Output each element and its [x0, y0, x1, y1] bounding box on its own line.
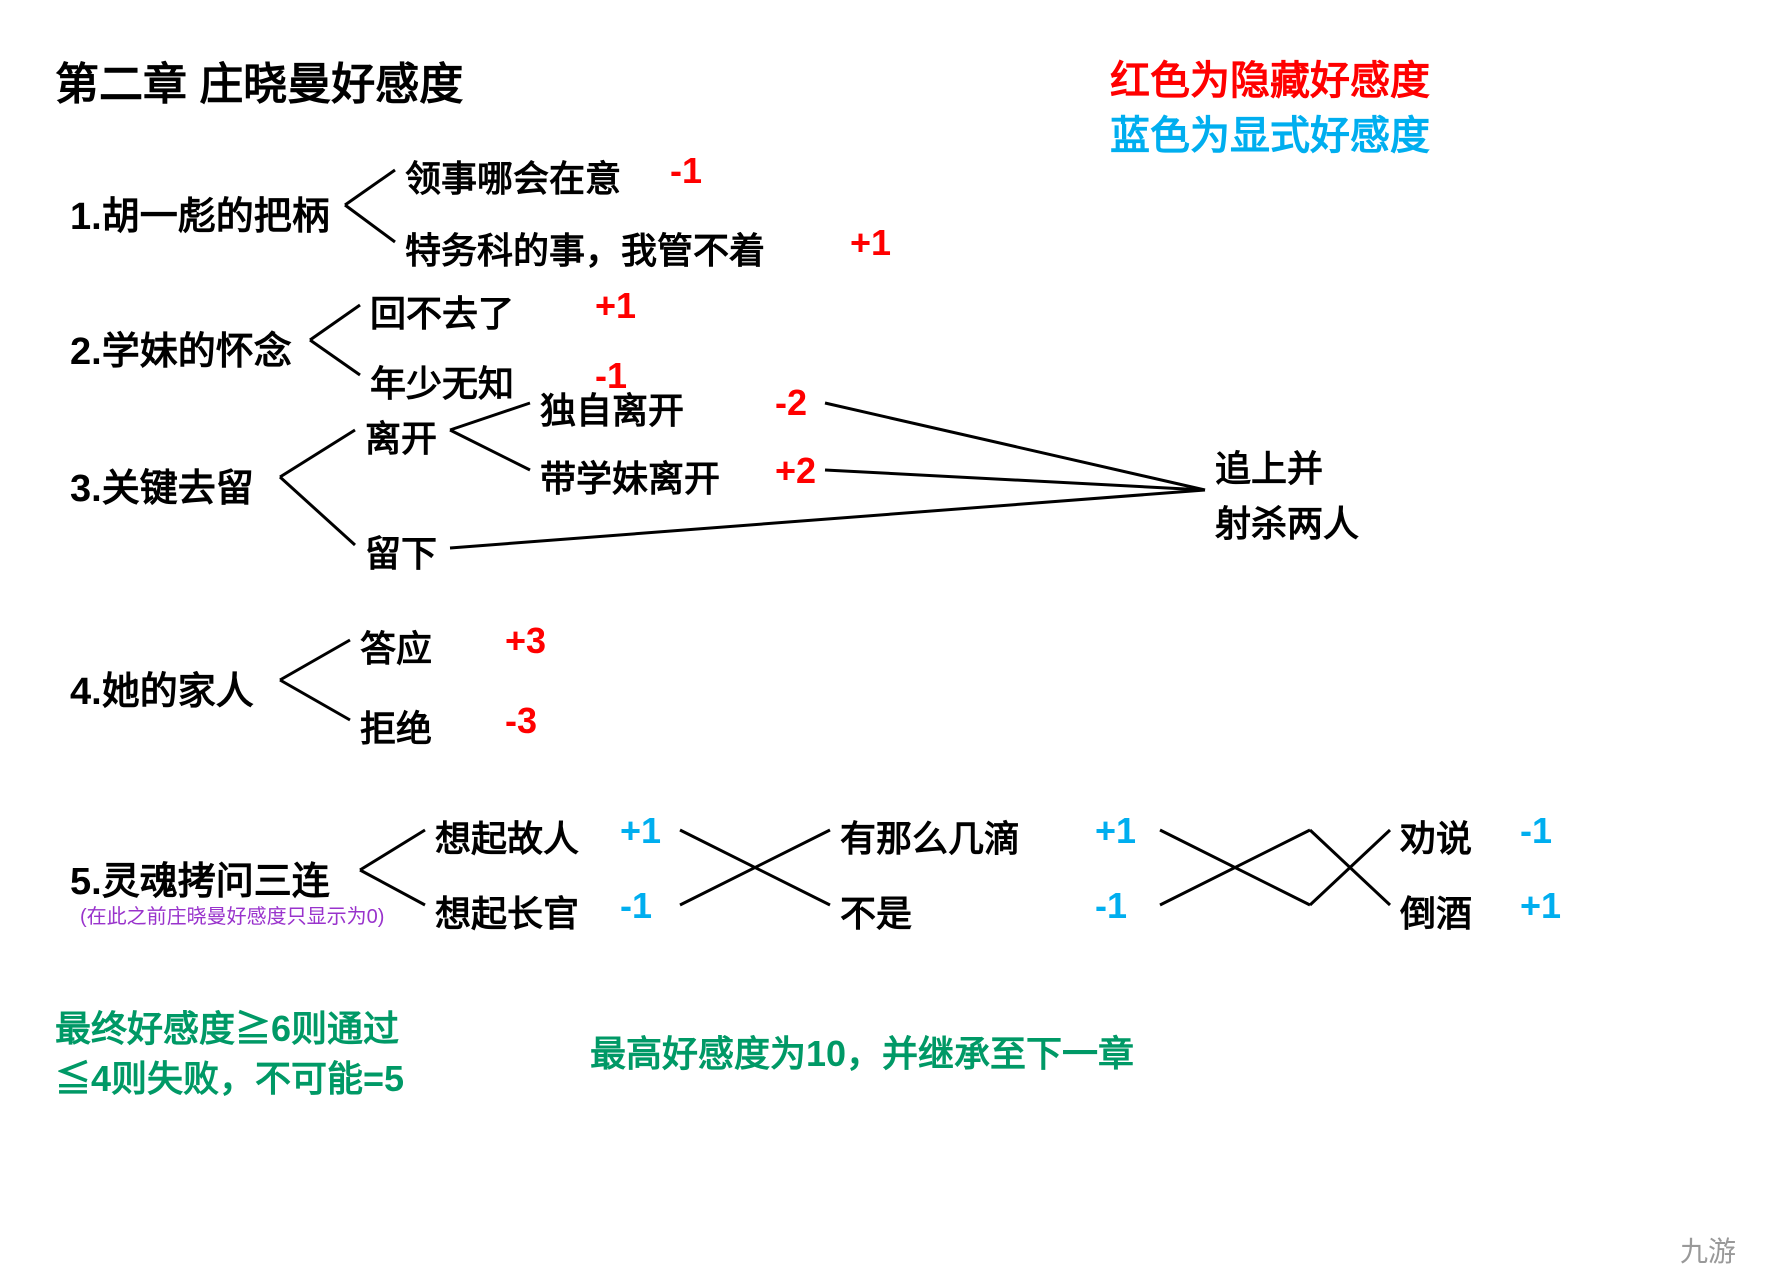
footer-left-2: ≦4则失败，不可能=5 — [55, 1050, 404, 1102]
q5-s1-opt1: 想起故人 — [435, 810, 579, 862]
legend-explicit: 蓝色为显式好感度 — [1110, 103, 1430, 161]
watermark: 九游 — [1680, 1230, 1736, 1270]
q1-opt2-val: +1 — [850, 222, 891, 264]
q1-opt1-val: -1 — [670, 150, 702, 192]
q5-s1-opt1-val: +1 — [620, 810, 661, 852]
page-title: 第二章 庄晓曼好感度 — [55, 48, 463, 112]
q5-s2-opt1: 有那么几滴 — [840, 810, 1020, 862]
q4-opt1-val: +3 — [505, 620, 546, 662]
q5-s3-opt1: 劝说 — [1400, 810, 1472, 862]
q1-opt1: 领事哪会在意 — [405, 150, 621, 202]
q3-sub1-val: -2 — [775, 382, 807, 424]
q3-outcome-l2: 射杀两人 — [1215, 495, 1359, 547]
q3-sub2: 带学妹离开 — [540, 450, 720, 502]
q4-opt2: 拒绝 — [360, 700, 432, 752]
q5-s3-opt2-val: +1 — [1520, 885, 1561, 927]
q1-label: 1.胡一彪的把柄 — [70, 185, 330, 240]
q4-opt2-val: -3 — [505, 700, 537, 742]
q5-s2-opt1-val: +1 — [1095, 810, 1136, 852]
legend-hidden: 红色为隐藏好感度 — [1110, 48, 1430, 106]
footer-right: 最高好感度为10，并继承至下一章 — [590, 1025, 1134, 1077]
q2-opt2: 年少无知 — [370, 355, 514, 407]
q5-s3-opt2: 倒酒 — [1400, 885, 1472, 937]
q5-s1-opt2: 想起长官 — [435, 885, 579, 937]
q2-opt1: 回不去了 — [370, 285, 514, 337]
q1-opt2: 特务科的事，我管不着 — [405, 222, 765, 274]
q5-s2-opt2-val: -1 — [1095, 885, 1127, 927]
q3-opt2: 留下 — [365, 525, 437, 577]
q2-label: 2.学妹的怀念 — [70, 320, 292, 375]
q5-s2-opt2: 不是 — [840, 885, 912, 937]
q3-sub2-val: +2 — [775, 450, 816, 492]
q4-opt1: 答应 — [360, 620, 432, 672]
q3-outcome-l1: 追上并 — [1215, 440, 1323, 492]
q3-label: 3.关键去留 — [70, 457, 254, 512]
q5-label: 5.灵魂拷问三连 — [70, 850, 330, 905]
q2-opt1-val: +1 — [595, 285, 636, 327]
q4-label: 4.她的家人 — [70, 660, 254, 715]
q5-s3-opt1-val: -1 — [1520, 810, 1552, 852]
q3-opt1: 离开 — [365, 410, 437, 462]
footer-left-1: 最终好感度≧6则通过 — [55, 1000, 399, 1052]
q5-s1-opt2-val: -1 — [620, 885, 652, 927]
q3-sub1: 独自离开 — [540, 382, 684, 434]
q5-note: (在此之前庄晓曼好感度只显示为0) — [80, 900, 384, 929]
